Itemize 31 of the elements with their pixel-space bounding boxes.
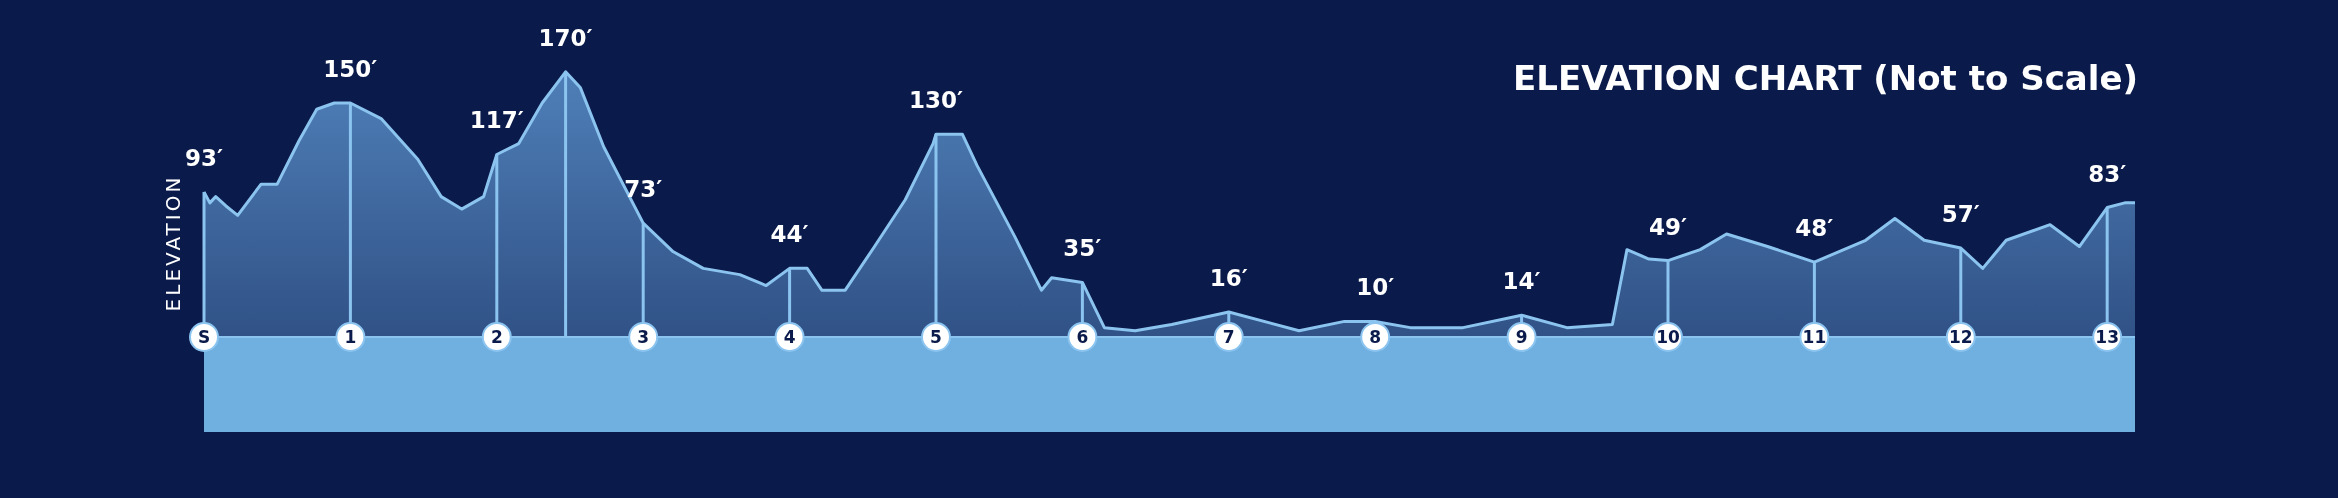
x-tick-label: S xyxy=(197,327,211,348)
x-tick-label: 7 xyxy=(1222,327,1235,348)
x-tick-label: 2 xyxy=(490,327,503,348)
x-tick-label: 5 xyxy=(930,327,942,348)
data-label: 93′ xyxy=(184,144,224,171)
x-tick-label: 12 xyxy=(1948,327,1973,348)
x-tick-label: 6 xyxy=(1076,327,1089,348)
data-label: 117′ xyxy=(469,107,524,134)
y-axis-title: ELEVATION xyxy=(161,174,185,312)
data-label: 35′ xyxy=(1063,235,1102,262)
data-label: 130′ xyxy=(908,87,964,114)
data-label: 57′ xyxy=(1941,201,1980,228)
data-label: 170′ xyxy=(538,24,593,51)
chart-title: ELEVATION CHART (Not to Scale) xyxy=(1513,58,2138,98)
data-label: 10′ xyxy=(1356,274,1395,301)
x-tick-label: 11 xyxy=(1802,327,1827,348)
data-label: 44′ xyxy=(770,221,809,248)
x-tick-label: 4 xyxy=(783,327,796,348)
data-label: 49′ xyxy=(1648,213,1688,240)
x-tick-label: 10 xyxy=(1656,327,1680,348)
data-label: 16′ xyxy=(1209,265,1248,292)
data-label: 48′ xyxy=(1795,215,1834,242)
x-tick-label: 8 xyxy=(1369,327,1382,348)
data-label: 150′ xyxy=(323,56,378,83)
x-tick-label: 13 xyxy=(2095,327,2120,348)
x-tick-label: 3 xyxy=(637,327,650,348)
x-tick-label: 9 xyxy=(1515,327,1528,348)
data-label: 73′ xyxy=(624,176,663,203)
data-label: 83′ xyxy=(2088,160,2127,187)
data-label: 14′ xyxy=(1502,268,1541,295)
x-tick-label: 1 xyxy=(344,327,357,348)
